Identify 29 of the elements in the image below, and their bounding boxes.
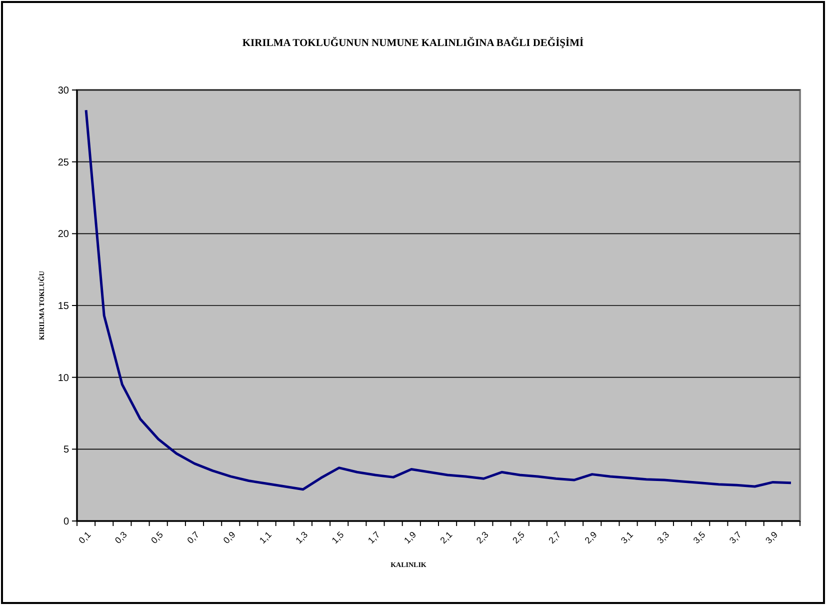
x-tick-label: 2,5 xyxy=(510,530,526,546)
y-tick-label: 0 xyxy=(63,516,70,528)
x-tick-label: 1,5 xyxy=(330,530,346,546)
x-tick-label: 2,9 xyxy=(582,530,599,546)
x-tick-label: 3,5 xyxy=(691,530,708,546)
x-tick-label: 0,1 xyxy=(76,530,93,546)
x-tick-label: 1,3 xyxy=(294,530,310,546)
y-tick-label: 5 xyxy=(63,444,70,456)
line-series xyxy=(84,108,792,491)
x-tick-label: 3,9 xyxy=(764,530,780,546)
x-tick-label: 3,1 xyxy=(619,530,635,546)
x-tick-label: 2,7 xyxy=(546,530,563,546)
y-tick-label: 15 xyxy=(58,301,70,312)
x-tick-label: 0,9 xyxy=(221,530,238,546)
y-tick-label: 30 xyxy=(58,86,70,96)
x-tick-label: 3,3 xyxy=(655,530,672,546)
y-tick-label: 25 xyxy=(58,157,70,168)
x-tick-label: 0,7 xyxy=(185,530,202,546)
x-tick-label: 1,9 xyxy=(402,530,418,546)
x-tick-label: 0,5 xyxy=(149,530,165,546)
x-tick-label: 1,7 xyxy=(366,530,382,546)
x-tick-label: 0,3 xyxy=(112,530,129,546)
y-tick-label: 20 xyxy=(58,229,70,240)
x-tick-label: 2,3 xyxy=(474,530,490,546)
x-tick-label: 1,1 xyxy=(258,530,274,546)
chart-title: KIRILMA TOKLUĞUNUN NUMUNE KALINLIĞINA BAĞLI DEĞİŞİMİ xyxy=(242,36,584,49)
y-tick-label: 10 xyxy=(58,372,70,384)
x-tick-label: 3,7 xyxy=(727,530,744,546)
x-tick-label: 2,1 xyxy=(438,530,454,546)
